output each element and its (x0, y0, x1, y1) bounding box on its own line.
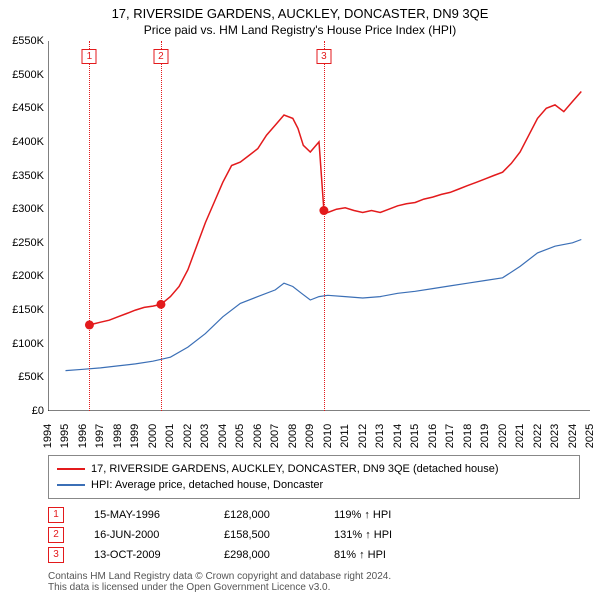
legend-item: HPI: Average price, detached house, Donc… (57, 477, 571, 493)
transaction-marker-box: 1 (82, 49, 97, 64)
transaction-marker-box: 3 (316, 49, 331, 64)
y-tick-label: £350K (2, 170, 44, 182)
x-tick-label: 2004 (217, 424, 229, 448)
x-tick-label: 1999 (129, 424, 141, 448)
transaction-table: 1 15-MAY-1996 £128,000 119% ↑ HPI 2 16-JUN-20… (48, 505, 580, 565)
y-tick-label: £400K (2, 136, 44, 148)
transaction-price: £298,000 (224, 545, 304, 565)
x-tick-label: 1996 (77, 424, 89, 448)
legend: 17, RIVERSIDE GARDENS, AUCKLEY, DONCASTE… (48, 455, 580, 499)
x-tick-label: 1997 (94, 424, 106, 448)
y-tick-label: £200K (2, 270, 44, 282)
x-tick-label: 1998 (112, 424, 124, 448)
transaction-row: 1 15-MAY-1996 £128,000 119% ↑ HPI (48, 505, 580, 525)
x-tick-label: 2007 (269, 424, 281, 448)
transaction-hpi: 131% ↑ HPI (334, 525, 434, 545)
x-tick-label: 2002 (182, 424, 194, 448)
transaction-num: 2 (48, 527, 64, 543)
x-tick-label: 2008 (287, 424, 299, 448)
chart-title: 17, RIVERSIDE GARDENS, AUCKLEY, DONCASTE… (0, 0, 600, 21)
transaction-price: £158,500 (224, 525, 304, 545)
transaction-date: 13-OCT-2009 (94, 545, 194, 565)
x-tick-label: 2022 (532, 424, 544, 448)
x-axis-labels: 1994199519961997199819992000200120022003… (48, 418, 590, 458)
x-tick-label: 2017 (444, 424, 456, 448)
y-tick-label: £450K (2, 102, 44, 114)
chart-subtitle: Price paid vs. HM Land Registry's House … (0, 21, 600, 41)
x-tick-label: 2010 (322, 424, 334, 448)
y-tick-label: £550K (2, 35, 44, 47)
x-tick-label: 2012 (357, 424, 369, 448)
transaction-vline (89, 41, 90, 411)
chart-plot (48, 41, 590, 411)
legend-swatch (57, 484, 85, 486)
y-tick-label: £150K (2, 304, 44, 316)
footer-line2: This data is licensed under the Open Gov… (48, 582, 580, 593)
footer-line1: Contains HM Land Registry data © Crown c… (48, 571, 580, 582)
x-tick-label: 2024 (567, 424, 579, 448)
x-tick-label: 2013 (374, 424, 386, 448)
x-tick-label: 1994 (42, 424, 54, 448)
legend-item: 17, RIVERSIDE GARDENS, AUCKLEY, DONCASTE… (57, 461, 571, 477)
x-tick-label: 2014 (392, 424, 404, 448)
x-tick-label: 2006 (252, 424, 264, 448)
legend-label: 17, RIVERSIDE GARDENS, AUCKLEY, DONCASTE… (91, 461, 499, 477)
y-tick-label: £0 (2, 405, 44, 417)
y-tick-label: £500K (2, 69, 44, 81)
x-tick-label: 2018 (462, 424, 474, 448)
transaction-marker-box: 2 (153, 49, 168, 64)
x-tick-label: 2020 (497, 424, 509, 448)
transaction-date: 16-JUN-2000 (94, 525, 194, 545)
y-axis-labels: £0£50K£100K£150K£200K£250K£300K£350K£400… (2, 41, 44, 411)
x-tick-label: 1995 (59, 424, 71, 448)
x-tick-label: 2023 (549, 424, 561, 448)
y-tick-label: £250K (2, 237, 44, 249)
legend-label: HPI: Average price, detached house, Donc… (91, 477, 323, 493)
x-tick-label: 2019 (479, 424, 491, 448)
transaction-hpi: 119% ↑ HPI (334, 505, 434, 525)
transaction-row: 2 16-JUN-2000 £158,500 131% ↑ HPI (48, 525, 580, 545)
x-tick-label: 2025 (584, 424, 596, 448)
transaction-num: 1 (48, 507, 64, 523)
x-tick-label: 2009 (304, 424, 316, 448)
x-tick-label: 2015 (409, 424, 421, 448)
chart-area: £0£50K£100K£150K£200K£250K£300K£350K£400… (48, 41, 590, 411)
transaction-vline (161, 41, 162, 411)
transaction-num: 3 (48, 547, 64, 563)
x-tick-label: 2000 (147, 424, 159, 448)
transaction-date: 15-MAY-1996 (94, 505, 194, 525)
transaction-price: £128,000 (224, 505, 304, 525)
x-tick-label: 2021 (514, 424, 526, 448)
transaction-row: 3 13-OCT-2009 £298,000 81% ↑ HPI (48, 545, 580, 565)
x-tick-label: 2011 (339, 424, 351, 448)
y-tick-label: £100K (2, 338, 44, 350)
x-tick-label: 2005 (234, 424, 246, 448)
legend-swatch (57, 468, 85, 470)
x-tick-label: 2016 (427, 424, 439, 448)
y-tick-label: £300K (2, 203, 44, 215)
x-tick-label: 2001 (164, 424, 176, 448)
transaction-hpi: 81% ↑ HPI (334, 545, 434, 565)
x-tick-label: 2003 (199, 424, 211, 448)
transaction-vline (324, 41, 325, 411)
y-tick-label: £50K (2, 371, 44, 383)
